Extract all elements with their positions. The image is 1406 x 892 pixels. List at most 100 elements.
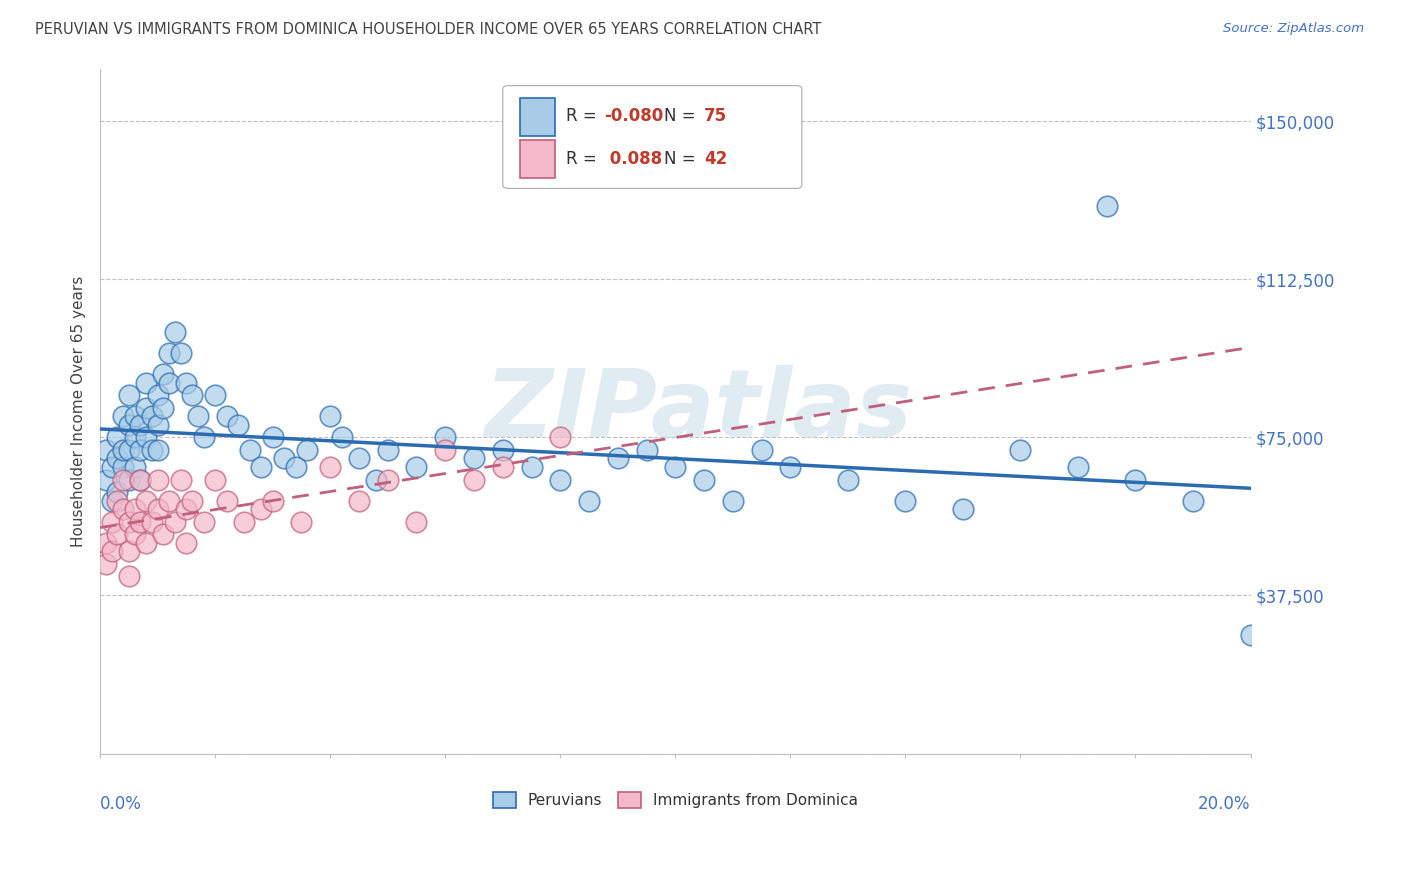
Point xyxy=(1010,442,1032,457)
Point xyxy=(215,493,238,508)
Point xyxy=(129,473,152,487)
Point xyxy=(215,409,238,424)
Point xyxy=(226,417,249,432)
Point xyxy=(492,442,515,457)
Point xyxy=(405,515,427,529)
Bar xyxy=(520,140,554,178)
Point xyxy=(118,569,141,583)
Point xyxy=(141,442,163,457)
Point xyxy=(721,493,744,508)
Point xyxy=(105,451,128,466)
Point xyxy=(100,459,122,474)
Point xyxy=(169,473,191,487)
Point xyxy=(1067,459,1090,474)
Point xyxy=(135,430,157,444)
Point xyxy=(262,493,284,508)
Point xyxy=(94,442,117,457)
Point xyxy=(105,485,128,500)
Point xyxy=(548,430,571,444)
Text: 20.0%: 20.0% xyxy=(1198,795,1250,813)
Point xyxy=(606,451,628,466)
Point xyxy=(405,459,427,474)
Point xyxy=(187,409,209,424)
Point xyxy=(152,401,174,415)
Point xyxy=(146,442,169,457)
Point xyxy=(894,493,917,508)
Point xyxy=(146,502,169,516)
Point xyxy=(693,473,716,487)
Legend: Peruvians, Immigrants from Dominica: Peruvians, Immigrants from Dominica xyxy=(486,786,863,814)
Text: R =: R = xyxy=(567,150,602,168)
Point xyxy=(124,502,146,516)
Point xyxy=(163,515,186,529)
Point xyxy=(347,451,370,466)
Point xyxy=(124,459,146,474)
Point xyxy=(124,409,146,424)
Point xyxy=(520,459,543,474)
Point xyxy=(176,376,198,390)
Point xyxy=(193,430,215,444)
Point xyxy=(94,473,117,487)
Point xyxy=(146,388,169,402)
Point xyxy=(118,388,141,402)
Point xyxy=(779,459,801,474)
Point xyxy=(463,451,485,466)
Text: Source: ZipAtlas.com: Source: ZipAtlas.com xyxy=(1223,22,1364,36)
Point xyxy=(118,544,141,558)
Point xyxy=(1239,628,1261,642)
Point xyxy=(204,473,226,487)
Point xyxy=(319,459,342,474)
Text: N =: N = xyxy=(664,150,700,168)
Point xyxy=(366,473,388,487)
Point xyxy=(129,417,152,432)
Point xyxy=(176,535,198,549)
Point xyxy=(100,544,122,558)
Point xyxy=(157,346,180,360)
Point xyxy=(141,515,163,529)
Point xyxy=(548,473,571,487)
Point xyxy=(176,502,198,516)
Point xyxy=(837,473,859,487)
Point xyxy=(135,376,157,390)
Point xyxy=(141,409,163,424)
Point xyxy=(1095,198,1118,212)
Text: 42: 42 xyxy=(704,150,727,168)
Point xyxy=(250,459,273,474)
Text: -0.080: -0.080 xyxy=(605,107,664,126)
Point xyxy=(295,442,318,457)
Point xyxy=(169,346,191,360)
Text: N =: N = xyxy=(664,107,700,126)
Point xyxy=(262,430,284,444)
Point xyxy=(118,442,141,457)
Y-axis label: Householder Income Over 65 years: Householder Income Over 65 years xyxy=(72,276,86,547)
Point xyxy=(135,401,157,415)
Point xyxy=(112,409,135,424)
Point xyxy=(112,442,135,457)
Point xyxy=(347,493,370,508)
Text: R =: R = xyxy=(567,107,602,126)
Point xyxy=(146,417,169,432)
FancyBboxPatch shape xyxy=(503,86,801,188)
Point xyxy=(163,325,186,339)
Point xyxy=(105,430,128,444)
Point xyxy=(181,388,204,402)
Point xyxy=(204,388,226,402)
Point xyxy=(135,493,157,508)
Point xyxy=(751,442,773,457)
Bar xyxy=(520,98,554,136)
Point xyxy=(239,442,262,457)
Point xyxy=(94,557,117,571)
Point xyxy=(434,442,457,457)
Point xyxy=(232,515,254,529)
Text: 0.088: 0.088 xyxy=(605,150,662,168)
Point xyxy=(463,473,485,487)
Point xyxy=(1125,473,1147,487)
Point xyxy=(377,473,399,487)
Point xyxy=(1182,493,1205,508)
Point xyxy=(105,527,128,541)
Point xyxy=(129,442,152,457)
Point xyxy=(152,367,174,381)
Point xyxy=(146,473,169,487)
Point xyxy=(118,515,141,529)
Point xyxy=(319,409,342,424)
